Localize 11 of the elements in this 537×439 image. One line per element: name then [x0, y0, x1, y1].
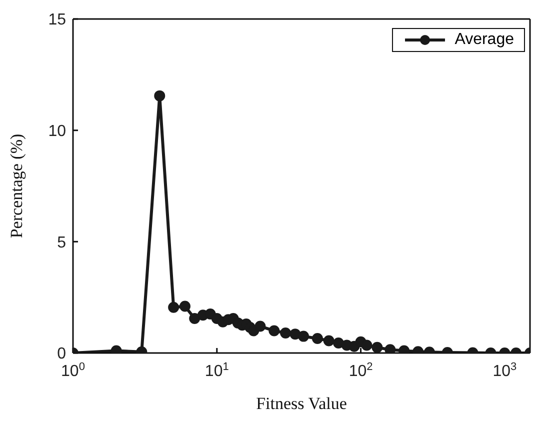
legend-label: Average — [454, 31, 514, 49]
y-tick-label: 5 — [57, 234, 66, 252]
y-tick-label: 15 — [48, 12, 66, 29]
y-axis-title: Percentage (%) — [7, 134, 26, 238]
x-tick-label: 10$^{2}$ — [348, 361, 373, 380]
y-tick-label: 10 — [48, 123, 66, 140]
y-tick-label: 0 — [57, 346, 66, 363]
x-axis-title: Fitness Value — [256, 394, 347, 413]
x-tick-label: 10$^{1}$ — [204, 361, 229, 380]
x-tick-label: 10$^{3}$ — [492, 361, 517, 380]
x-tick-label: 10$^{0}$ — [61, 361, 85, 380]
